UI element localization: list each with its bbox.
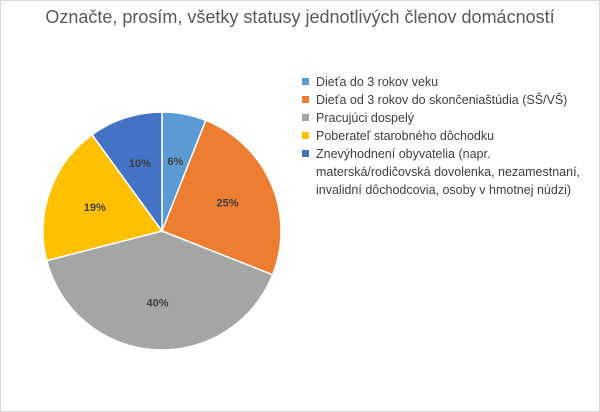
legend-swatch-1 [302,96,309,103]
data-label-0: 6% [167,156,183,168]
pie-slice-1 [161,119,282,276]
legend-label-4: Znevýhodnení obyvatelia (napr. materská/… [316,147,581,197]
data-label-1: 25% [217,198,239,210]
legend-swatch-3 [302,132,309,139]
pie-slice-3 [42,133,164,262]
legend-label-1: Dieťa od 3 rokov do skončeniaštúdia (SŠ/… [316,93,568,107]
legend-label-3: Poberateľ starobného dôchodku [316,129,495,143]
legend-item-4: Znevýhodnení obyvatelia (napr. materská/… [302,145,592,199]
legend-item-2: Pracujúci dospelý [302,109,592,127]
legend-swatch-0 [302,78,309,85]
data-label-2: 40% [147,297,169,309]
legend-swatch-4 [302,150,309,157]
legend: Dieťa do 3 rokov veku Dieťa od 3 rokov do… [302,73,592,199]
legend-item-0: Dieťa do 3 rokov veku [302,73,592,91]
legend-item-1: Dieťa od 3 rokov do skončeniaštúdia (SŠ/… [302,91,592,109]
legend-item-3: Poberateľ starobného dôchodku [302,127,592,145]
chart-title: Označte, prosím, všetky statusy jednotli… [45,7,555,27]
data-label-4: 10% [129,158,151,170]
legend-label-2: Pracujúci dospelý [316,111,414,125]
legend-swatch-2 [302,114,309,121]
pie-slice-4 [91,111,163,234]
pie-slice-2 [45,230,274,351]
data-label-3: 19% [84,202,106,214]
legend-label-0: Dieťa do 3 rokov veku [316,75,439,89]
